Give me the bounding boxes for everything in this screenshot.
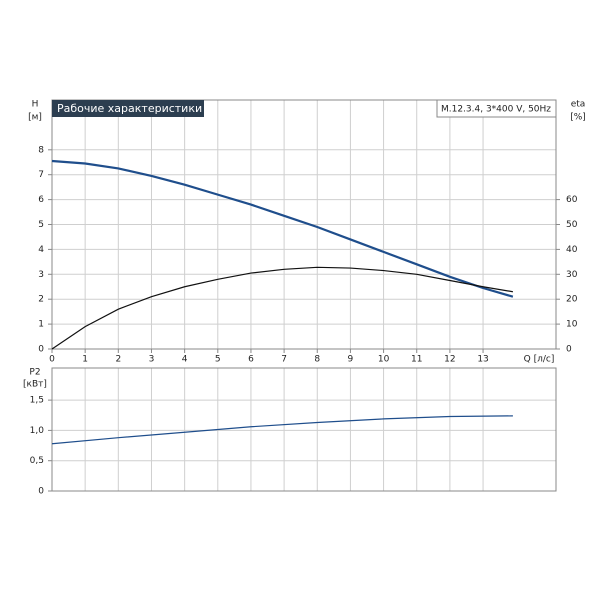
y-tick-label: 4 xyxy=(38,245,44,255)
annotation-box xyxy=(436,99,557,118)
y2-axis-unit: [%] xyxy=(570,113,586,123)
y-tick-label: 2 xyxy=(38,295,44,305)
y2-tick-label: 0 xyxy=(566,345,572,355)
annotation: M.12.3.4, 3*400 V, 50Hz xyxy=(441,105,551,115)
x-tick-label: 5 xyxy=(215,355,221,365)
series-line xyxy=(51,415,513,445)
x-tick-label: 9 xyxy=(348,355,354,365)
y-tick-label: 3 xyxy=(38,270,44,280)
x-tick-label: 3 xyxy=(149,355,155,365)
y-tick-label: 0 xyxy=(38,487,44,497)
y-tick-label: 8 xyxy=(38,145,44,155)
y-tick-label: 0 xyxy=(38,345,44,355)
y-tick-label: 1,0 xyxy=(30,426,45,436)
x-tick-label: 11 xyxy=(411,355,422,365)
x-tick-label: 13 xyxy=(477,355,488,365)
y-tick-label: 1,5 xyxy=(30,396,44,406)
y-axis-label: H xyxy=(32,100,39,110)
y-axis-unit: [м] xyxy=(28,113,42,123)
y2-tick-label: 30 xyxy=(566,270,578,280)
title-box xyxy=(52,100,204,117)
y-tick-label: 0,5 xyxy=(30,456,44,466)
y2-tick-label: 20 xyxy=(566,295,578,305)
plot-frame xyxy=(51,99,557,350)
y-tick-label: 5 xyxy=(38,220,44,230)
y2-tick-label: 50 xyxy=(566,220,578,230)
y2-axis-label: eta xyxy=(571,100,586,110)
chart-title: Рабочие характеристики xyxy=(57,102,202,115)
y-tick-label: 7 xyxy=(38,170,44,180)
series-line xyxy=(51,159,514,298)
y-axis-label: P2 xyxy=(29,368,40,378)
series-line xyxy=(51,266,513,350)
plot-frame xyxy=(51,367,557,492)
x-tick-label: 0 xyxy=(49,355,55,365)
y-tick-label: 1 xyxy=(38,320,44,330)
x-tick-label: 2 xyxy=(115,355,121,365)
x-tick-label: 6 xyxy=(248,355,254,365)
y-axis-unit: [кВт] xyxy=(23,380,47,390)
y2-tick-label: 10 xyxy=(566,320,578,330)
x-tick-label: 7 xyxy=(281,355,287,365)
x-axis-label: Q [л/с] xyxy=(524,355,555,365)
y2-tick-label: 40 xyxy=(566,245,578,255)
x-tick-label: 4 xyxy=(182,355,188,365)
y2-tick-label: 60 xyxy=(566,195,578,205)
x-tick-label: 12 xyxy=(444,355,455,365)
x-tick-label: 10 xyxy=(378,355,390,365)
x-tick-label: 8 xyxy=(314,355,320,365)
y-tick-label: 6 xyxy=(38,195,44,205)
x-tick-label: 1 xyxy=(82,355,88,365)
